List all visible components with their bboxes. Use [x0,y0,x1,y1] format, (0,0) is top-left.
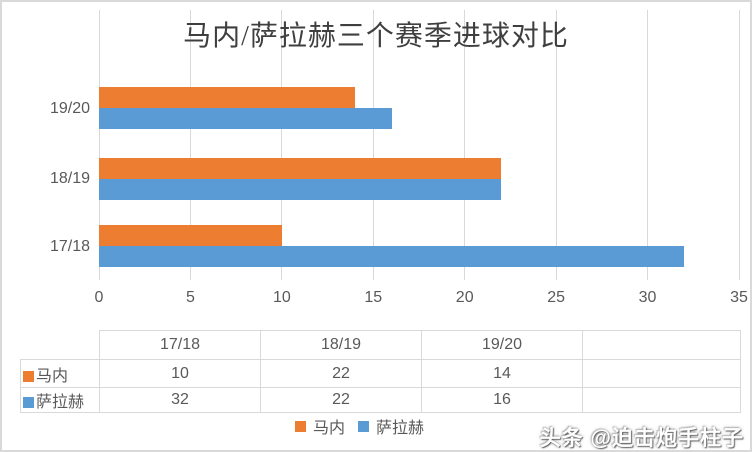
x-tick-label-0: 0 [94,289,104,306]
x-tick-label-15: 15 [364,289,383,306]
legend-label: 马内 [313,420,346,437]
table-row: 马内 10 22 14 [20,359,741,388]
series-key-icon [23,370,34,382]
x-tick-label-25: 25 [547,289,566,306]
gridline-x-15 [372,10,374,280]
chart-legend: 马内 萨拉赫 [295,414,424,438]
legend-label: 萨拉赫 [376,420,425,437]
table-header-18/19: 18/19 [260,330,422,360]
gridline-x-10 [281,10,283,280]
table-cell: 32 [99,387,261,413]
category-label-19/20: 19/20 [49,99,90,117]
bar-马内-18/19 [99,157,501,179]
table-cell [582,359,741,388]
gridline-x-20 [464,10,466,280]
table-header-empty [582,330,741,360]
salah-legend-swatch-icon [358,420,370,432]
bar-萨拉赫-18/19 [99,178,501,200]
x-tick-label-10: 10 [272,289,291,306]
mane-legend-swatch-icon [295,420,306,432]
category-label-18/19: 18/19 [49,170,90,187]
table-corner-cell [21,331,100,360]
bar-马内-17/18 [99,225,282,246]
table-header-row: 17/18 18/19 19/20 [21,330,741,360]
gridline-x-30 [647,10,649,280]
category-label-17/18: 17/18 [49,237,90,255]
bar-萨拉赫-19/20 [99,108,392,129]
table-cell: 22 [260,359,422,388]
legend-entry-salah: 萨拉赫 [358,414,424,438]
table-cell: 14 [421,359,583,388]
bar-萨拉赫-17/18 [99,246,684,267]
x-tick-label-5: 5 [185,289,195,306]
gridline-x-25 [555,10,557,280]
gridline-x-0 [98,10,100,280]
x-tick-label-20: 20 [455,289,474,306]
series-key-icon [23,397,34,408]
chart-title: 马内/萨拉赫三个赛季进球对比 [183,21,569,52]
table-cell: 22 [260,387,422,413]
table-cell: 16 [421,387,583,413]
table-header-19/20: 19/20 [421,330,583,360]
table-cell: 10 [99,359,261,388]
bar-马内-19/20 [99,87,355,108]
legend-entry-mane: 马内 [295,414,345,438]
row-label-马内: 马内 [20,359,100,388]
gridline-x-35 [738,10,740,280]
row-label-萨拉赫: 萨拉赫 [20,387,100,413]
gridline-x-5 [189,10,191,280]
table-cell [582,387,741,413]
toutiao-watermark: 头条 @迫击炮手柱子 [539,427,744,450]
table-row: 萨拉赫 32 22 16 [20,387,741,413]
x-tick-label-30: 30 [638,289,657,306]
table-header-17/18: 17/18 [99,330,261,360]
x-tick-label-35: 35 [730,289,748,306]
chart-data-table: 17/18 18/19 19/20 马内 10 22 14 萨拉赫 32 22 16 [20,330,741,413]
